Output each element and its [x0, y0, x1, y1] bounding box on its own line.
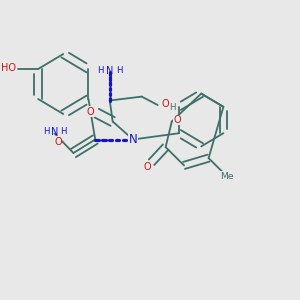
Text: O: O	[87, 106, 94, 117]
Text: HO: HO	[2, 63, 16, 73]
Text: O: O	[161, 99, 169, 110]
Text: O: O	[54, 137, 62, 147]
Text: O: O	[144, 162, 151, 172]
Text: N: N	[51, 127, 58, 137]
Text: Me: Me	[220, 172, 234, 181]
Text: H: H	[43, 128, 50, 136]
Text: O: O	[173, 115, 181, 125]
Text: H: H	[60, 128, 67, 136]
Text: H: H	[97, 66, 104, 75]
Text: N: N	[106, 65, 113, 76]
Text: H: H	[169, 103, 175, 112]
Text: N: N	[129, 133, 137, 146]
Text: H: H	[116, 66, 123, 75]
